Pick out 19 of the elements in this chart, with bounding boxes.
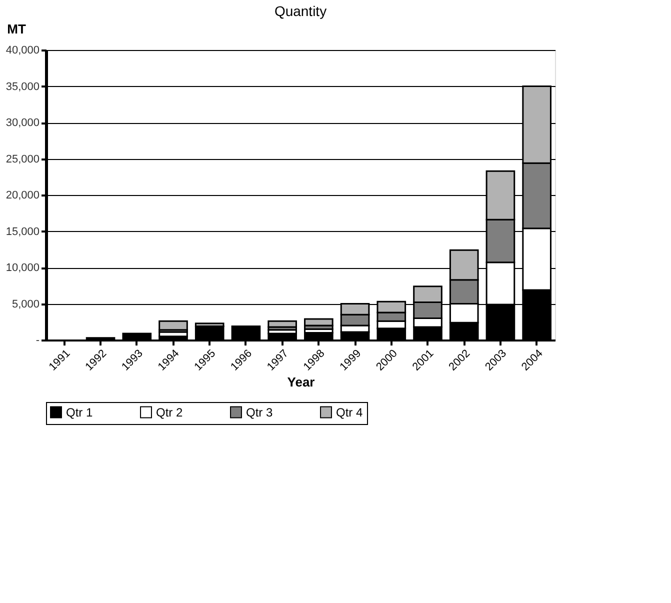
legend-label: Qtr 1 <box>66 405 93 420</box>
legend-label: Qtr 4 <box>336 405 363 420</box>
x-axis-title: Year <box>287 374 315 390</box>
chart-title: Quantity <box>274 3 327 19</box>
y-tick-label: 35,000 <box>6 80 40 93</box>
y-axis-title: MT <box>7 22 26 36</box>
y-tick-label: 40,000 <box>6 44 40 56</box>
y-tick-label: 20,000 <box>6 190 40 202</box>
legend-label: Qtr 2 <box>156 405 183 420</box>
bar <box>304 318 334 326</box>
legend-label: Qtr 3 <box>246 405 273 420</box>
y-tick-label: 25,000 <box>6 153 40 166</box>
y-tick-label: 5,000 <box>12 298 40 310</box>
y-tick-label: 30,000 <box>6 117 40 129</box>
y-tick-label: 15,000 <box>6 226 40 238</box>
y-tick-label: 10,000 <box>6 262 40 274</box>
bar <box>158 320 188 331</box>
bar <box>268 320 297 328</box>
y-tick-label: - <box>36 334 40 346</box>
